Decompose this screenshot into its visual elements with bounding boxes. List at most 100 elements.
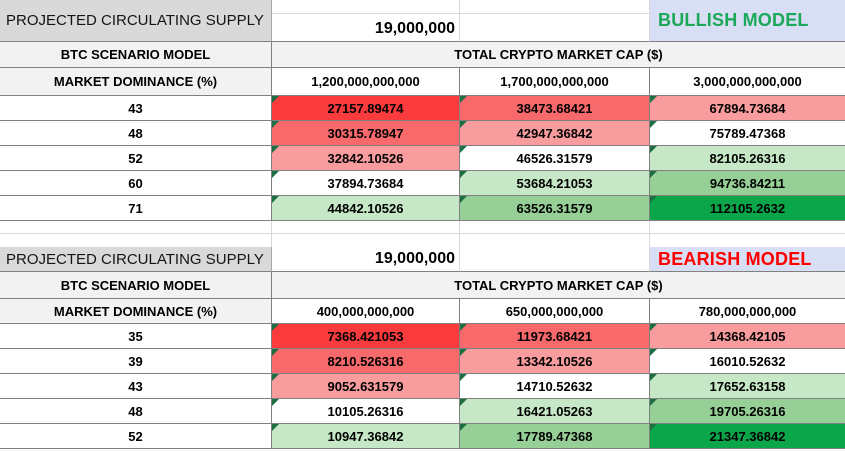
value-cell[interactable]: 9052.631579: [272, 374, 460, 399]
supply-row: PROJECTED CIRCULATING SUPPLY 19,000,000 …: [0, 0, 845, 42]
value-cell[interactable]: 44842.10526: [272, 196, 460, 221]
error-indicator-triangle-icon: [650, 424, 657, 431]
dominance-cell[interactable]: 43: [0, 96, 272, 121]
value-cell[interactable]: 17789.47368: [460, 424, 650, 449]
market-cap-header[interactable]: TOTAL CRYPTO MARKET CAP ($): [272, 272, 845, 299]
value-cell[interactable]: 46526.31579: [460, 146, 650, 171]
scenario-table-bearish: PROJECTED CIRCULATING SUPPLY 19,000,000 …: [0, 247, 845, 449]
market-cap-value-cell[interactable]: 780,000,000,000: [650, 299, 845, 324]
market-cap-value-cell[interactable]: 650,000,000,000: [460, 299, 650, 324]
error-indicator-triangle-icon: [650, 146, 657, 153]
projected-supply-value[interactable]: 19,000,000: [272, 0, 460, 42]
value-text: 16421.05263: [516, 403, 593, 419]
value-cell[interactable]: 17652.63158: [650, 374, 845, 399]
model-label[interactable]: BULLISH MODEL: [650, 0, 845, 42]
error-indicator-triangle-icon: [650, 324, 657, 331]
value-text: 32842.10526: [327, 150, 404, 166]
data-rows: 35 7368.421053 11973.68421 14368.42105 39 821…: [0, 324, 845, 449]
value-cell[interactable]: 16010.52632: [650, 349, 845, 374]
error-indicator-triangle-icon: [460, 324, 467, 331]
value-cell[interactable]: 14710.52632: [460, 374, 650, 399]
dominance-cell[interactable]: 39: [0, 349, 272, 374]
empty-cell[interactable]: [460, 221, 650, 247]
value-text: 82105.26316: [709, 150, 786, 166]
value-cell[interactable]: 94736.84211: [650, 171, 845, 196]
value-cell[interactable]: 27157.89474: [272, 96, 460, 121]
error-indicator-triangle-icon: [650, 374, 657, 381]
dominance-cell[interactable]: 52: [0, 424, 272, 449]
empty-grid-row: [0, 221, 845, 247]
model-label[interactable]: BEARISH MODEL: [650, 247, 845, 272]
error-indicator-triangle-icon: [272, 349, 279, 356]
projected-supply-label[interactable]: PROJECTED CIRCULATING SUPPLY: [0, 247, 272, 272]
market-dominance-header[interactable]: MARKET DOMINANCE (%): [0, 68, 272, 96]
error-indicator-triangle-icon: [460, 146, 467, 153]
value-cell[interactable]: 7368.421053: [272, 324, 460, 349]
projected-supply-label[interactable]: PROJECTED CIRCULATING SUPPLY: [0, 0, 272, 42]
value-cell[interactable]: 21347.36842: [650, 424, 845, 449]
value-cell[interactable]: 37894.73684: [272, 171, 460, 196]
value-text: 37894.73684: [327, 175, 404, 191]
value-cell[interactable]: 11973.68421: [460, 324, 650, 349]
value-text: 112105.2632: [709, 200, 786, 216]
market-cap-values-row: MARKET DOMINANCE (%) 400,000,000,000 650,…: [0, 299, 845, 324]
value-text: 17652.63158: [709, 378, 786, 394]
value-cell[interactable]: 53684.21053: [460, 171, 650, 196]
dominance-cell[interactable]: 43: [0, 374, 272, 399]
value-cell[interactable]: 38473.68421: [460, 96, 650, 121]
dominance-cell[interactable]: 71: [0, 196, 272, 221]
market-dominance-header[interactable]: MARKET DOMINANCE (%): [0, 299, 272, 324]
error-indicator-triangle-icon: [460, 196, 467, 203]
value-cell[interactable]: 10105.26316: [272, 399, 460, 424]
market-cap-value-cell[interactable]: 1,200,000,000,000: [272, 68, 460, 96]
dominance-cell[interactable]: 48: [0, 399, 272, 424]
scenario-model-header[interactable]: BTC SCENARIO MODEL: [0, 272, 272, 299]
empty-cell[interactable]: [0, 221, 272, 247]
value-cell[interactable]: 16421.05263: [460, 399, 650, 424]
empty-cell[interactable]: [272, 221, 460, 247]
value-text: 16010.52632: [709, 353, 786, 369]
scenario-model-header[interactable]: BTC SCENARIO MODEL: [0, 42, 272, 68]
value-text: 13342.10526: [516, 353, 593, 369]
table-row: 52 32842.10526 46526.31579 82105.26316: [0, 146, 845, 171]
value-text: 94736.84211: [709, 175, 786, 191]
dominance-cell[interactable]: 52: [0, 146, 272, 171]
market-cap-value-cell[interactable]: 3,000,000,000,000: [650, 68, 845, 96]
market-cap-header[interactable]: TOTAL CRYPTO MARKET CAP ($): [272, 42, 845, 68]
value-cell[interactable]: 75789.47368: [650, 121, 845, 146]
value-text: 38473.68421: [516, 100, 593, 116]
empty-cell[interactable]: [650, 221, 845, 247]
projected-supply-value[interactable]: 19,000,000: [272, 247, 460, 272]
table-row: 60 37894.73684 53684.21053 94736.84211: [0, 171, 845, 196]
dominance-cell[interactable]: 35: [0, 324, 272, 349]
value-cell[interactable]: 30315.78947: [272, 121, 460, 146]
error-indicator-triangle-icon: [650, 121, 657, 128]
value-cell[interactable]: 10947.36842: [272, 424, 460, 449]
error-indicator-triangle-icon: [650, 96, 657, 103]
value-cell[interactable]: 112105.2632: [650, 196, 845, 221]
empty-cell[interactable]: [460, 0, 650, 42]
value-text: 9052.631579: [327, 378, 404, 394]
value-text: 11973.68421: [516, 328, 593, 344]
value-cell[interactable]: 8210.526316: [272, 349, 460, 374]
table-row: 48 30315.78947 42947.36842 75789.47368: [0, 121, 845, 146]
value-cell[interactable]: 67894.73684: [650, 96, 845, 121]
value-cell[interactable]: 42947.36842: [460, 121, 650, 146]
value-cell[interactable]: 13342.10526: [460, 349, 650, 374]
market-cap-value-cell[interactable]: 400,000,000,000: [272, 299, 460, 324]
value-text: 30315.78947: [327, 125, 404, 141]
value-cell[interactable]: 19705.26316: [650, 399, 845, 424]
value-text: 14368.42105: [709, 328, 786, 344]
value-text: 44842.10526: [327, 200, 404, 216]
value-cell[interactable]: 82105.26316: [650, 146, 845, 171]
dominance-cell[interactable]: 48: [0, 121, 272, 146]
dominance-cell[interactable]: 60: [0, 171, 272, 196]
error-indicator-triangle-icon: [460, 374, 467, 381]
value-cell[interactable]: 14368.42105: [650, 324, 845, 349]
value-cell[interactable]: 63526.31579: [460, 196, 650, 221]
value-cell[interactable]: 32842.10526: [272, 146, 460, 171]
market-cap-value-cell[interactable]: 1,700,000,000,000: [460, 68, 650, 96]
empty-cell[interactable]: [460, 247, 650, 272]
value-text: 75789.47368: [709, 125, 786, 141]
table-row: 52 10947.36842 17789.47368 21347.36842: [0, 424, 845, 449]
